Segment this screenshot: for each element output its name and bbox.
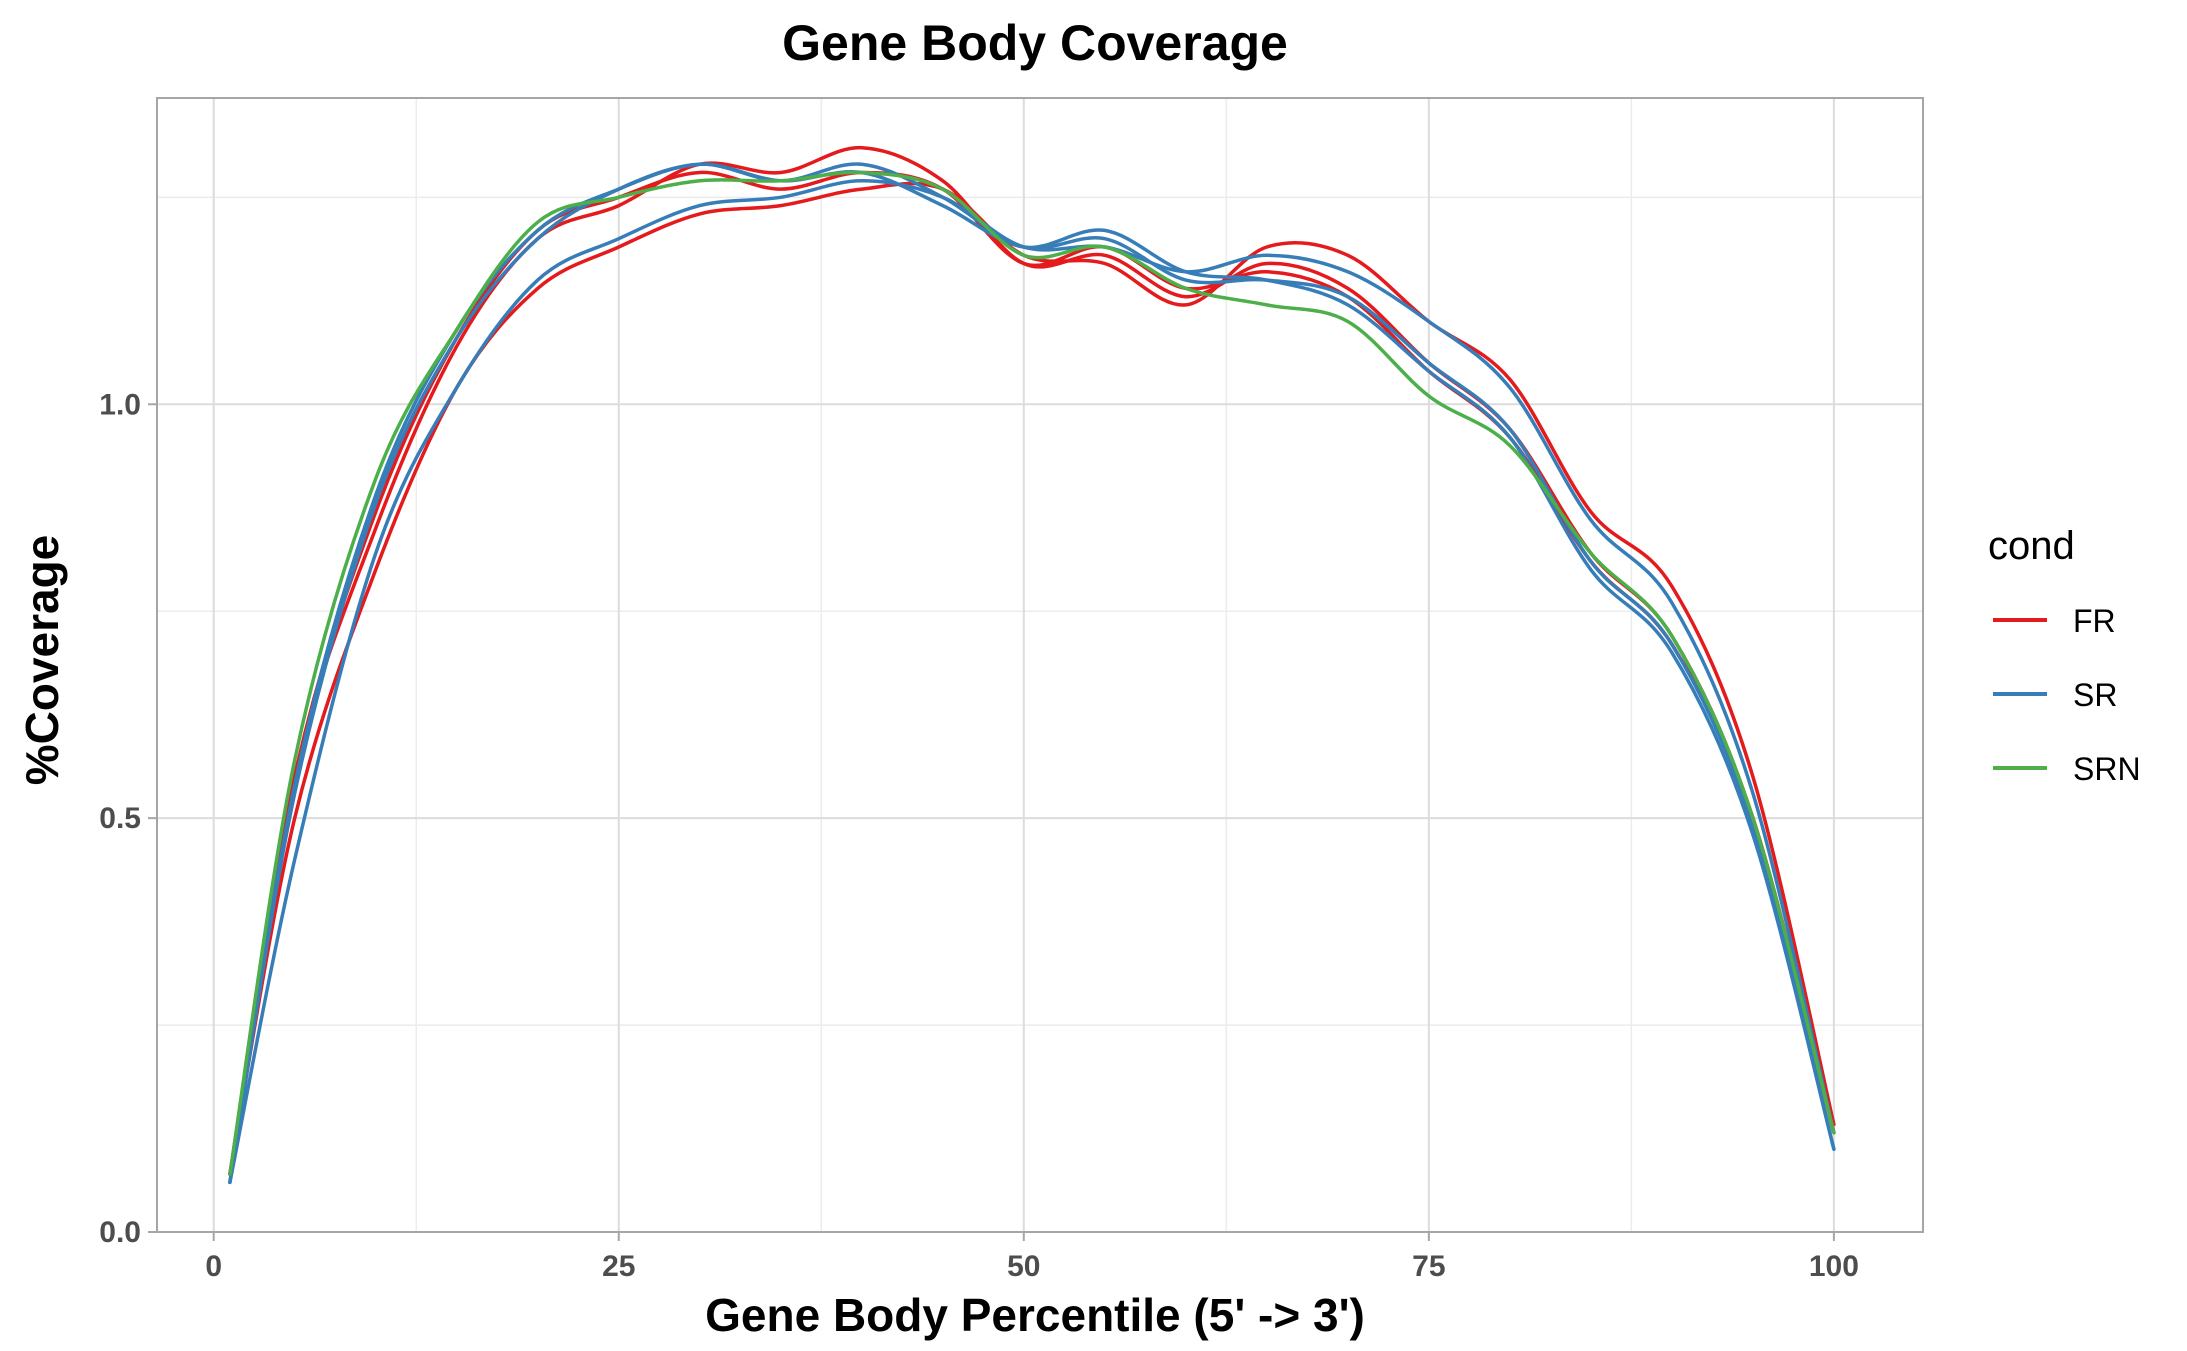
y-tick-label: 1.0 [99,388,141,421]
legend: cond FR SR SRN [1988,524,2141,787]
y-tick-label: 0.0 [99,1216,141,1249]
x-axis-ticks: 0 25 50 75 100 [205,1232,1859,1283]
series-line-srn-7 [228,170,1836,1176]
plot-panel-border [156,97,1924,1233]
series-lines [228,145,1836,1185]
legend-title: cond [1988,524,2075,568]
x-tick-label: 100 [1809,1250,1859,1283]
legend-label-fr: FR [2073,603,2116,639]
x-axis-title: Gene Body Percentile (5' -> 3') [705,1289,1365,1341]
legend-label-srn: SRN [2073,751,2141,787]
legend-label-sr: SR [2073,677,2117,713]
y-axis-title: %Coverage [16,535,68,786]
x-tick-label: 50 [1007,1250,1040,1283]
x-tick-label: 75 [1412,1250,1445,1283]
series-line-sr-6 [228,162,1836,1185]
y-axis-ticks: 0.0 0.5 1.0 [99,388,157,1249]
x-tick-label: 0 [205,1250,222,1283]
x-tick-label: 25 [602,1250,635,1283]
chart-title: Gene Body Coverage [782,15,1288,71]
y-tick-label: 0.5 [99,802,141,835]
